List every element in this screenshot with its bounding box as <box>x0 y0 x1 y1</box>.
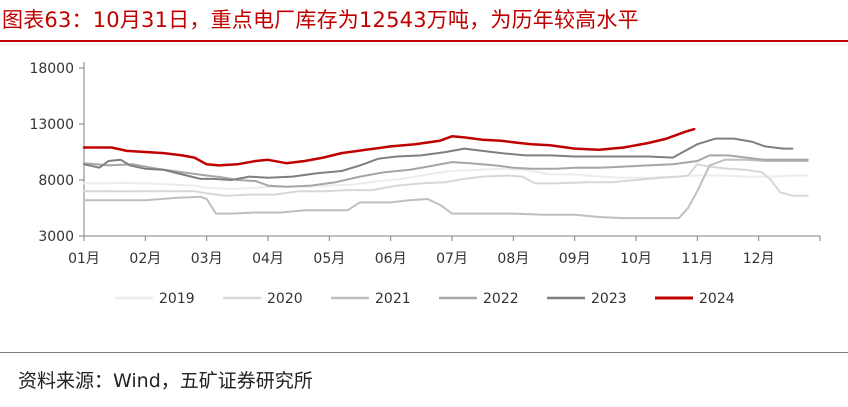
series-line-2021 <box>83 158 809 220</box>
y-tick-label: 13000 <box>29 117 74 133</box>
legend-label-2021: 2021 <box>375 291 411 307</box>
legend-label-2022: 2022 <box>483 291 519 307</box>
x-tick-label: 06月 <box>375 251 407 267</box>
series-line-2019 <box>83 167 809 190</box>
legend-label-2019: 2019 <box>159 291 195 307</box>
source-note: 资料来源：Wind，五矿证券研究所 <box>18 370 313 392</box>
x-tick-label: 11月 <box>681 251 713 267</box>
x-tick-label: 08月 <box>497 251 529 267</box>
x-tick-label: 03月 <box>191 251 223 267</box>
x-tick-label: 05月 <box>313 251 345 267</box>
legend-label-2024: 2024 <box>699 291 735 307</box>
x-tick-label: 10月 <box>620 251 652 267</box>
series-line-2022 <box>83 154 809 188</box>
series-line-2020 <box>83 163 809 197</box>
chart-title: 图表63：10月31日，重点电厂库存为12543万吨，为历年较高水平 <box>2 8 639 32</box>
series-line-2024 <box>82 127 696 167</box>
x-tick-label: 04月 <box>252 251 284 267</box>
x-tick-label: 07月 <box>436 251 468 267</box>
y-tick-label: 8000 <box>38 173 74 189</box>
x-tick-label: 01月 <box>68 251 100 267</box>
title-divider <box>0 40 848 42</box>
x-tick-label: 12月 <box>743 251 775 267</box>
legend: 2019 2020 2021 2022 2023 2024 <box>115 291 735 307</box>
legend-label-2023: 2023 <box>591 291 627 307</box>
line-chart: 3000 8000 13000 18000 01月 02月 03月 04月 05月 06月 07月… <box>29 61 821 307</box>
legend-label-2020: 2020 <box>267 291 303 307</box>
y-tick-label: 18000 <box>29 61 74 77</box>
y-tick-label: 3000 <box>38 229 74 245</box>
x-tick-label: 09月 <box>559 251 591 267</box>
source-divider <box>0 352 848 353</box>
x-axis: 01月 02月 03月 04月 05月 06月 07月 08月 09月 10月 11月 12月 <box>68 235 821 267</box>
y-axis: 3000 8000 13000 18000 <box>29 61 85 245</box>
series-lines <box>82 127 809 220</box>
series-line-2023 <box>83 137 794 181</box>
x-tick-label: 02月 <box>129 251 161 267</box>
